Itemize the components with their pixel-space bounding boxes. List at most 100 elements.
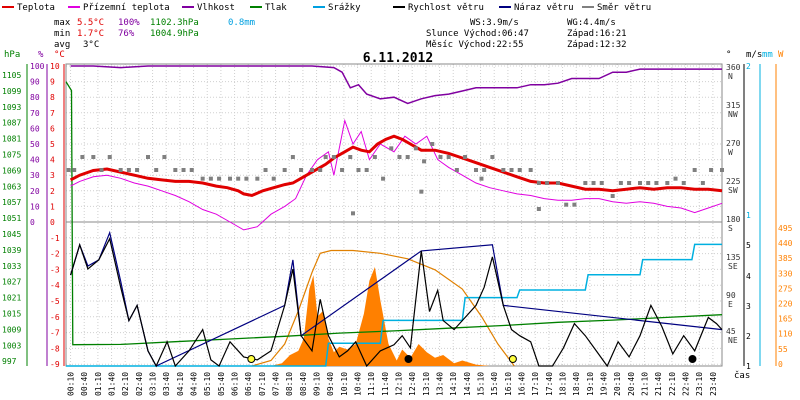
wind-dir-point (208, 176, 213, 181)
wind-dir-point (405, 155, 410, 159)
wind-dir-point (482, 168, 487, 172)
pressure-tick-label: 1003 (2, 341, 21, 350)
wind-dir-point (509, 168, 514, 172)
humidity-tick-label: 80 (30, 93, 40, 102)
dir-tick-label: 90 (726, 291, 736, 300)
wind-dir-point (189, 168, 194, 172)
solar-tick-label: 55 (778, 345, 788, 354)
wind-dir-point (271, 176, 276, 181)
x-tick-label: 12:40 (408, 372, 417, 396)
pressure-tick-label: 1093 (2, 103, 21, 112)
wind-dir-point (217, 176, 222, 181)
legend-label: Tlak (265, 3, 287, 13)
axes: 00:10 00:40 01:10 01:40 02:10 02:40 03:10 03:40… (2, 50, 793, 396)
legend: Teplota Přízemní teplota Vlhkost Tlak Srážky… (0, 0, 800, 14)
temp-tick-label: 10 (50, 62, 60, 71)
humidity-tick-label: 60 (30, 124, 40, 133)
humidity-tick-label: 30 (30, 171, 40, 180)
humidity-tick-label: 70 (30, 109, 40, 118)
wind-dir-point (709, 168, 714, 172)
pressure-tick-label: 1057 (2, 198, 21, 207)
wind-dir-point (446, 155, 451, 159)
wind-dir-point (351, 211, 355, 216)
wind-dir-point (681, 181, 686, 185)
wind-dir-point (591, 181, 596, 185)
wind-dir-point (610, 194, 615, 198)
stats-ws: WS:3.9m/s (470, 18, 519, 28)
x-tick-label: 13:10 (422, 372, 431, 396)
pressure-tick-label: 1033 (2, 262, 21, 271)
temperature-line (69, 134, 723, 198)
x-tick-label: 06:40 (244, 372, 253, 396)
legend-label: Přízemní teplota (83, 3, 170, 13)
wind-dir-point (692, 168, 697, 172)
x-tick-label: 20:40 (627, 372, 636, 396)
wind-tick-label: 2 (746, 332, 751, 341)
series (65, 65, 724, 368)
x-tick-label: 15:40 (490, 372, 499, 396)
solar-tick-label: 385 (778, 254, 793, 263)
wind-dir-point (646, 181, 651, 185)
wind-dir-point (422, 159, 427, 164)
temp-tick-label: 2 (50, 187, 55, 196)
wind-dir-point (126, 168, 131, 172)
x-tick-label: 09:10 (313, 372, 322, 396)
wind-dir-point (572, 202, 577, 207)
wind-tick-label: 5 (746, 241, 751, 250)
wind-dir-point (654, 181, 659, 185)
temp-tick-label: 3 (50, 171, 55, 180)
temp-tick-label: 1 (50, 202, 55, 211)
wind-dir-point (413, 146, 418, 151)
wind-dir-point (318, 168, 323, 172)
x-tick-label: 17:40 (545, 372, 554, 396)
solar-tick-label: 110 (778, 330, 793, 339)
wind-dir-point (528, 168, 533, 172)
x-tick-label: 02:10 (121, 372, 130, 396)
wind-dir-point (173, 168, 178, 172)
stats-box: max 5.5°C 100% 1102.3hPa 0.8mm min 1.7°C… (54, 18, 627, 50)
x-tick-label: 20:10 (613, 372, 622, 396)
x-tick-label: 21:40 (654, 372, 663, 396)
wind-dir-point (372, 155, 377, 159)
legend-label: Rychlost větru (408, 3, 484, 13)
wind-dir-point (490, 155, 495, 159)
temp-tick-label: 7 (50, 109, 55, 118)
x-tick-label: 02:40 (135, 372, 144, 396)
wind-axis-label: m/s (746, 50, 762, 60)
wind-dir-point (545, 181, 550, 185)
wind-dir-point (228, 176, 232, 181)
pressure-tick-label: 1087 (2, 119, 21, 128)
x-tick-label: 14:10 (449, 372, 458, 396)
humidity-tick-label: 40 (30, 156, 40, 165)
wind-tick-label: 3 (746, 302, 751, 311)
wind-dir-point (673, 176, 678, 181)
wind-dir-point (517, 168, 522, 172)
x-tick-label: 04:40 (190, 372, 199, 396)
x-tick-label: 11:10 (367, 372, 376, 396)
dir-tick-compass: NE (728, 336, 738, 345)
solar-area (271, 267, 490, 366)
wind-dir-point (331, 155, 336, 159)
stats-max-label: max (54, 18, 71, 28)
wind-dir-point (340, 168, 345, 172)
x-tick-label: 23:40 (709, 372, 718, 396)
pressure-tick-label: 1021 (2, 294, 21, 303)
x-tick-label: 03:10 (149, 372, 158, 396)
solar-max-line (251, 249, 515, 367)
wind-dir-point (91, 155, 96, 159)
x-tick-label: 18:40 (572, 372, 581, 396)
humidity-line (70, 65, 722, 105)
stats-avg-label: avg (54, 40, 70, 50)
wind-dir-point (146, 155, 150, 159)
x-tick-label: 06:10 (231, 372, 240, 396)
wind-dir-point (564, 202, 569, 207)
x-tick-label: 01:40 (108, 372, 117, 396)
pressure-tick-label: 1063 (2, 182, 21, 191)
stats-min-press: 1004.9hPa (150, 29, 199, 39)
wind-dir-point (665, 181, 670, 185)
dir-tick-compass: NW (728, 110, 738, 119)
solar-tick-label: 165 (778, 315, 793, 324)
wind-dir-point (244, 176, 249, 181)
temp-tick-label: -9 (50, 360, 60, 369)
